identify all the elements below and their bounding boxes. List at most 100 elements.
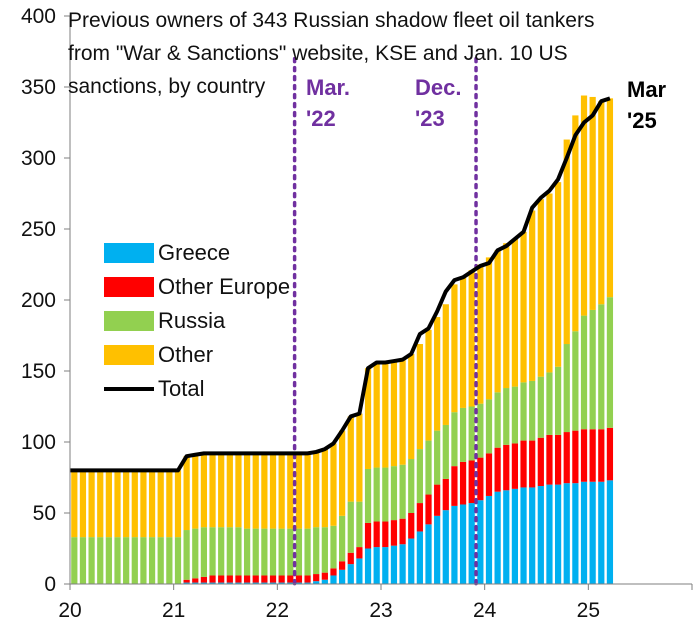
bar-other-europe (235, 575, 242, 583)
bar-greece (511, 488, 519, 584)
bar-other-europe (554, 434, 562, 485)
bar-other (468, 270, 475, 407)
bar-other (511, 238, 519, 387)
bar-russia (503, 388, 510, 445)
annotation-mar-25: Mar '25 (627, 74, 666, 136)
bar-russia (373, 467, 380, 522)
annotation-line: '23 (415, 106, 445, 131)
bar-other (442, 304, 449, 425)
bar-other (183, 456, 190, 531)
bar-russia (174, 537, 182, 584)
bar-russia (269, 528, 277, 576)
bar-russia (71, 537, 78, 584)
bar-russia (148, 537, 156, 584)
bar-other-europe (468, 460, 475, 504)
bar-russia (468, 406, 475, 461)
bar-russia (278, 528, 285, 576)
annotation-line: '22 (306, 106, 336, 131)
bar-russia (546, 372, 553, 435)
bar-greece (572, 483, 579, 584)
bar-greece (226, 582, 233, 584)
bar-greece (313, 581, 320, 584)
bar-other (390, 361, 398, 467)
bar-greece (416, 531, 423, 584)
bar-other (295, 453, 303, 529)
bar-other-europe (416, 503, 423, 532)
bar-other-europe (511, 443, 519, 489)
bar-other (97, 470, 104, 538)
bar-russia (485, 399, 493, 454)
legend-item-russia: Russia (104, 304, 290, 338)
bar-other-europe (278, 575, 285, 583)
y-tick-label: 0 (44, 573, 56, 596)
total-line-group (70, 96, 611, 473)
bar-other (123, 470, 130, 538)
bar-greece (554, 484, 562, 584)
bar-greece (269, 582, 277, 584)
y-tick-label: 250 (21, 218, 56, 241)
legend-label: Other Europe (158, 274, 291, 299)
bar-other (330, 443, 337, 526)
bar-other (580, 95, 588, 316)
bar-other-europe (399, 518, 406, 545)
x-tick-label: 20 (58, 599, 81, 622)
legend-swatch-greece (104, 243, 154, 263)
bar-russia (321, 527, 328, 573)
legend-label: Russia (158, 308, 226, 333)
y-tick-label: 100 (21, 431, 56, 454)
bar-other-europe (529, 440, 536, 488)
bar-other-europe (563, 432, 570, 484)
bar-other-europe (520, 440, 527, 488)
bar-russia (356, 501, 363, 548)
bar-other (226, 453, 233, 528)
bar-other-europe (261, 575, 268, 583)
bar-other (157, 470, 164, 538)
bar-other (235, 453, 242, 528)
legend-swatch-other (104, 345, 154, 365)
bar-greece (243, 582, 251, 584)
bar-russia (123, 537, 130, 584)
bar-other-europe (606, 427, 614, 481)
bar-greece (304, 582, 311, 584)
bar-russia (520, 382, 527, 441)
bar-russia (529, 380, 536, 441)
bar-greece (434, 515, 441, 584)
x-tick-label: 25 (577, 599, 600, 622)
bar-russia (416, 449, 423, 504)
bar-other-europe (572, 430, 579, 484)
bar-other (71, 470, 78, 538)
bar-russia (183, 530, 190, 580)
bar-other (88, 470, 95, 538)
y-tick-label: 400 (21, 5, 56, 28)
x-tick-label: 23 (369, 599, 392, 622)
bar-greece (503, 490, 510, 584)
bar-other (218, 453, 225, 528)
bar-other (114, 470, 121, 538)
bar-russia (399, 464, 406, 519)
bar-greece (485, 495, 493, 584)
bar-russia (425, 440, 432, 495)
bar-russia (382, 467, 389, 522)
bar-other (554, 182, 562, 367)
bar-russia (563, 344, 570, 433)
bar-other-europe (434, 484, 441, 516)
bar-other (373, 362, 380, 468)
bar-other (321, 449, 328, 528)
bar-other (356, 413, 363, 502)
bar-other (252, 453, 259, 529)
bar-greece (598, 481, 605, 584)
bar-other (209, 453, 216, 528)
bar-russia (218, 527, 225, 576)
y-tick-label: 200 (21, 289, 56, 312)
bar-russia (554, 366, 562, 435)
bar-russia (157, 537, 164, 584)
bar-other-europe (485, 453, 493, 496)
annotation-line: Dec. (415, 75, 462, 100)
bar-russia (295, 528, 303, 576)
bar-other (339, 430, 346, 516)
legend-swatch-russia (104, 311, 154, 331)
bar-greece (356, 558, 363, 584)
x-tick-label: 22 (266, 599, 289, 622)
bar-other-europe (546, 434, 553, 485)
